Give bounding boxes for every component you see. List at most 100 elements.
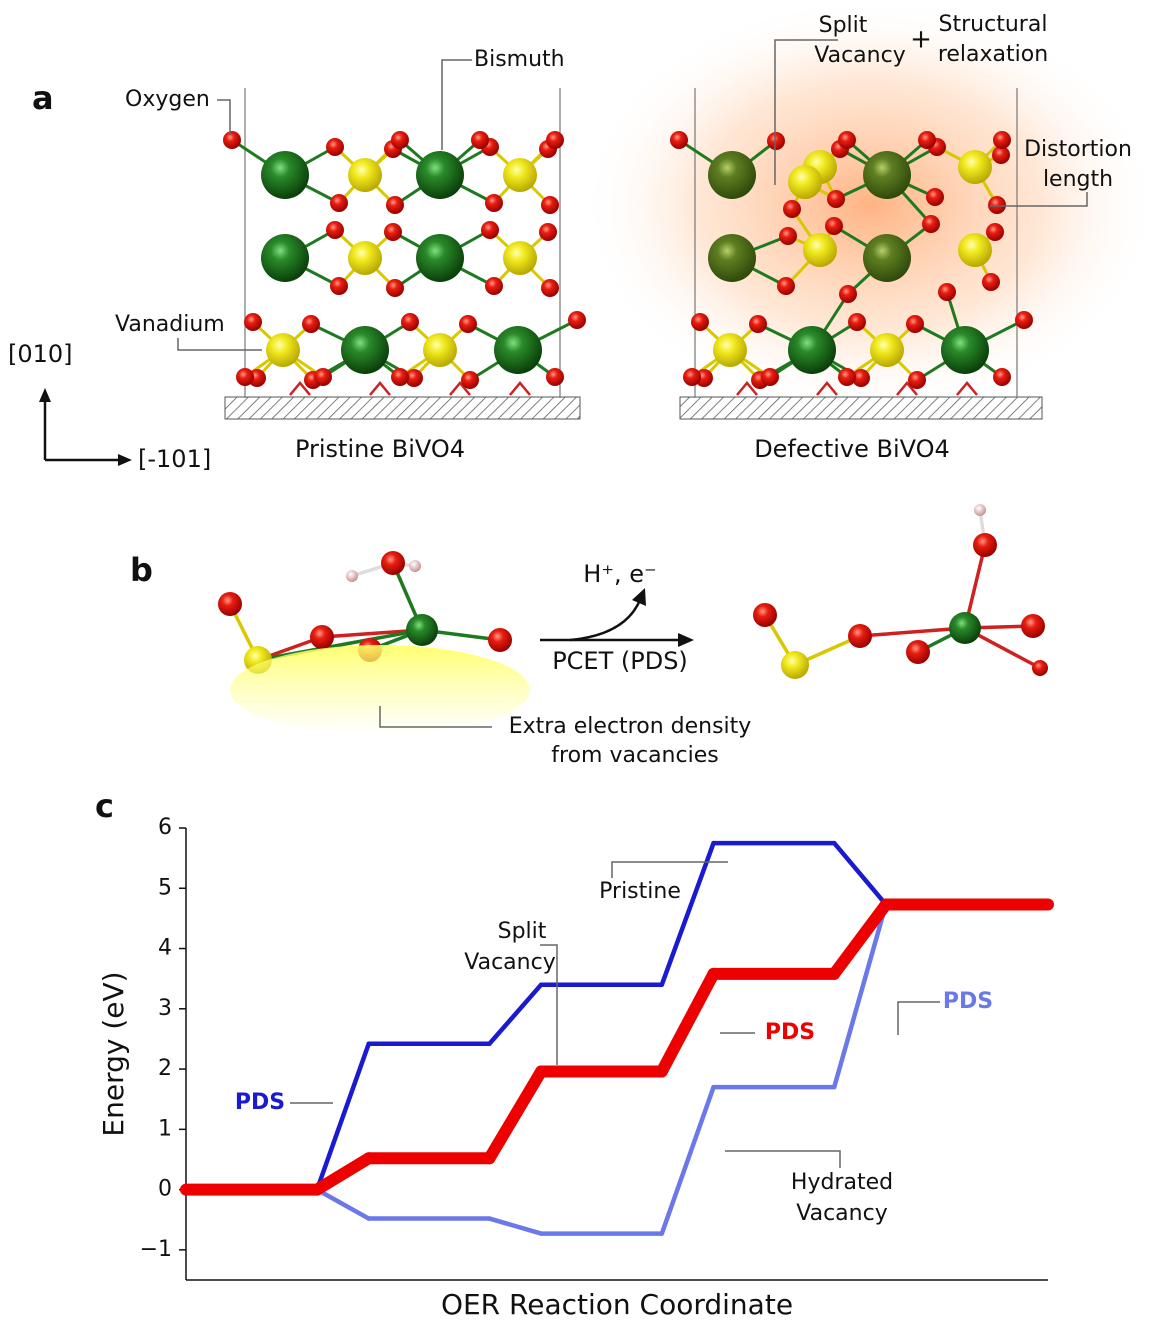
atom: [503, 158, 537, 192]
annotation: Vacancy: [464, 950, 555, 975]
atom: [988, 196, 1006, 214]
label-oxygen: Oxygen: [125, 87, 210, 112]
atom: [779, 227, 797, 245]
transition: [483, 1065, 548, 1165]
atom: [708, 234, 756, 282]
atom: [973, 533, 997, 557]
atom: [827, 190, 845, 208]
atom: [459, 315, 477, 333]
structure-caption: Pristine BiVO4: [295, 435, 465, 463]
atom: [348, 241, 382, 275]
y-tick-label: 2: [158, 1056, 172, 1081]
bond: [289, 381, 311, 396]
structure-caption: Defective BiVO4: [754, 435, 950, 463]
atom: [838, 368, 856, 386]
substrate: [224, 396, 581, 420]
atom: [310, 625, 334, 649]
atom: [708, 151, 756, 199]
bond: [369, 381, 391, 396]
atom: [348, 158, 382, 192]
atom: [863, 234, 911, 282]
label-split-vacancy: Split: [819, 13, 868, 38]
axis-label: [-101]: [138, 445, 211, 473]
atom: [761, 368, 779, 386]
atom: [406, 614, 438, 646]
y-tick-label: 0: [158, 1177, 172, 1202]
transition: [314, 1041, 371, 1192]
atom: [218, 592, 242, 616]
atom: [1021, 614, 1045, 638]
atom: [405, 369, 423, 387]
atom: [236, 368, 254, 386]
transition: [828, 898, 892, 980]
atom: [330, 194, 348, 212]
panel-label: c: [95, 787, 114, 825]
leader-line: [897, 1001, 940, 1035]
atom: [485, 194, 503, 212]
annotation: Hydrated: [791, 1170, 893, 1195]
atom: [839, 285, 857, 303]
label-distortion: Distortion: [1024, 137, 1132, 162]
reaction-arrow: [540, 588, 694, 647]
atom: [753, 603, 777, 627]
atom: [539, 223, 557, 241]
atom: [949, 612, 981, 644]
atom: [302, 315, 320, 333]
label-relaxation: Structural: [939, 12, 1048, 37]
transition: [831, 840, 889, 907]
transition: [659, 1084, 716, 1236]
atom: [346, 570, 358, 582]
atom: [848, 624, 872, 648]
atom: [683, 368, 701, 386]
atom: [223, 131, 241, 149]
atom: [713, 333, 747, 367]
leader-line: [540, 944, 558, 1065]
y-tick-label: 5: [158, 875, 172, 900]
y-axis-title: Energy (eV): [97, 971, 130, 1136]
atom: [266, 333, 300, 367]
bond: [736, 381, 758, 396]
label-pcet: PCET (PDS): [552, 647, 688, 675]
atom: [326, 221, 344, 239]
transition: [487, 982, 544, 1047]
transition: [655, 967, 720, 1078]
y-tick-label: 4: [158, 936, 172, 961]
atom: [908, 371, 926, 389]
bond: [896, 381, 918, 396]
atom: [982, 273, 1000, 291]
atom: [381, 551, 405, 575]
annotation: Pristine: [599, 879, 681, 904]
atom: [993, 368, 1011, 386]
cell-borders: [244, 88, 1018, 398]
atom: [788, 326, 836, 374]
atom: [541, 196, 559, 214]
label-vanadium: Vanadium: [115, 312, 225, 337]
atom: [870, 333, 904, 367]
atom: [1032, 660, 1048, 676]
atom: [244, 313, 262, 331]
atom: [314, 368, 332, 386]
atom: [906, 640, 930, 664]
atom: [906, 315, 924, 333]
annotation: PDS: [235, 1090, 285, 1115]
leader-line: [611, 861, 728, 878]
atom: [261, 234, 309, 282]
annotation: Vacancy: [796, 1201, 887, 1226]
atom: [568, 311, 586, 329]
atom: [386, 279, 404, 297]
atom: [401, 313, 419, 331]
bond: [257, 628, 423, 662]
atom: [777, 277, 795, 295]
atom: [863, 151, 911, 199]
atom: [974, 504, 986, 516]
atom: [781, 651, 809, 679]
atom: [938, 283, 956, 301]
atom: [993, 131, 1011, 149]
atom: [485, 277, 503, 295]
atom: [546, 368, 564, 386]
atom: [1015, 311, 1033, 329]
atom: [803, 233, 837, 267]
label-products: H⁺, e⁻: [583, 560, 656, 588]
y-tick-label: 1: [158, 1116, 172, 1141]
label-electron-density: Extra electron density: [509, 714, 752, 739]
